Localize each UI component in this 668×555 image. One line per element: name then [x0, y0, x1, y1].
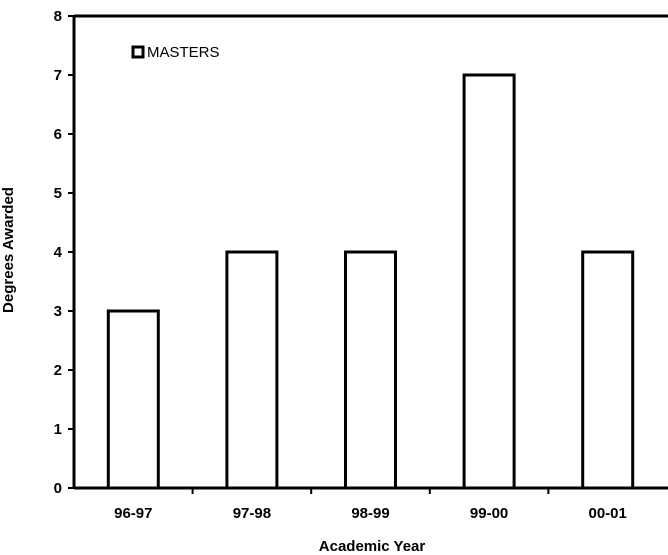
- y-tick-label-7: 7: [54, 67, 62, 84]
- y-tick-label-6: 6: [54, 126, 62, 143]
- x-tick-label-98-99: 98-99: [351, 505, 389, 522]
- x-tick-label-99-00: 99-00: [470, 505, 508, 522]
- bar-98-99: [344, 250, 397, 490]
- y-tick-label-4: 4: [54, 244, 63, 261]
- y-axis-title: Degrees Awarded: [0, 187, 17, 313]
- bar-99-00: [462, 73, 516, 490]
- bar-00-01: [581, 250, 635, 490]
- y-axis-ticks: 0 1 2 3 4 5 6 7 8: [54, 8, 74, 497]
- y-tick-label-0: 0: [54, 480, 62, 497]
- x-tick-label-96-97: 96-97: [114, 505, 152, 522]
- x-axis-ticks: 96-97 97-98 98-99 99-00 00-01: [114, 488, 627, 522]
- y-tick-label-2: 2: [54, 362, 62, 379]
- x-tick-label-00-01: 00-01: [589, 505, 627, 522]
- legend-swatch: [131, 45, 145, 59]
- x-axis-title: Academic Year: [319, 538, 426, 555]
- legend: MASTERS: [131, 44, 220, 61]
- y-tick-label-3: 3: [54, 303, 62, 320]
- bar-97-98: [225, 250, 279, 490]
- y-tick-label-5: 5: [54, 185, 62, 202]
- y-tick-label-8: 8: [54, 8, 62, 25]
- y-tick-label-1: 1: [54, 421, 62, 438]
- bars-group: [106, 73, 635, 490]
- legend-label-masters: MASTERS: [147, 44, 220, 61]
- bar-96-97: [106, 309, 160, 490]
- x-tick-label-97-98: 97-98: [233, 505, 271, 522]
